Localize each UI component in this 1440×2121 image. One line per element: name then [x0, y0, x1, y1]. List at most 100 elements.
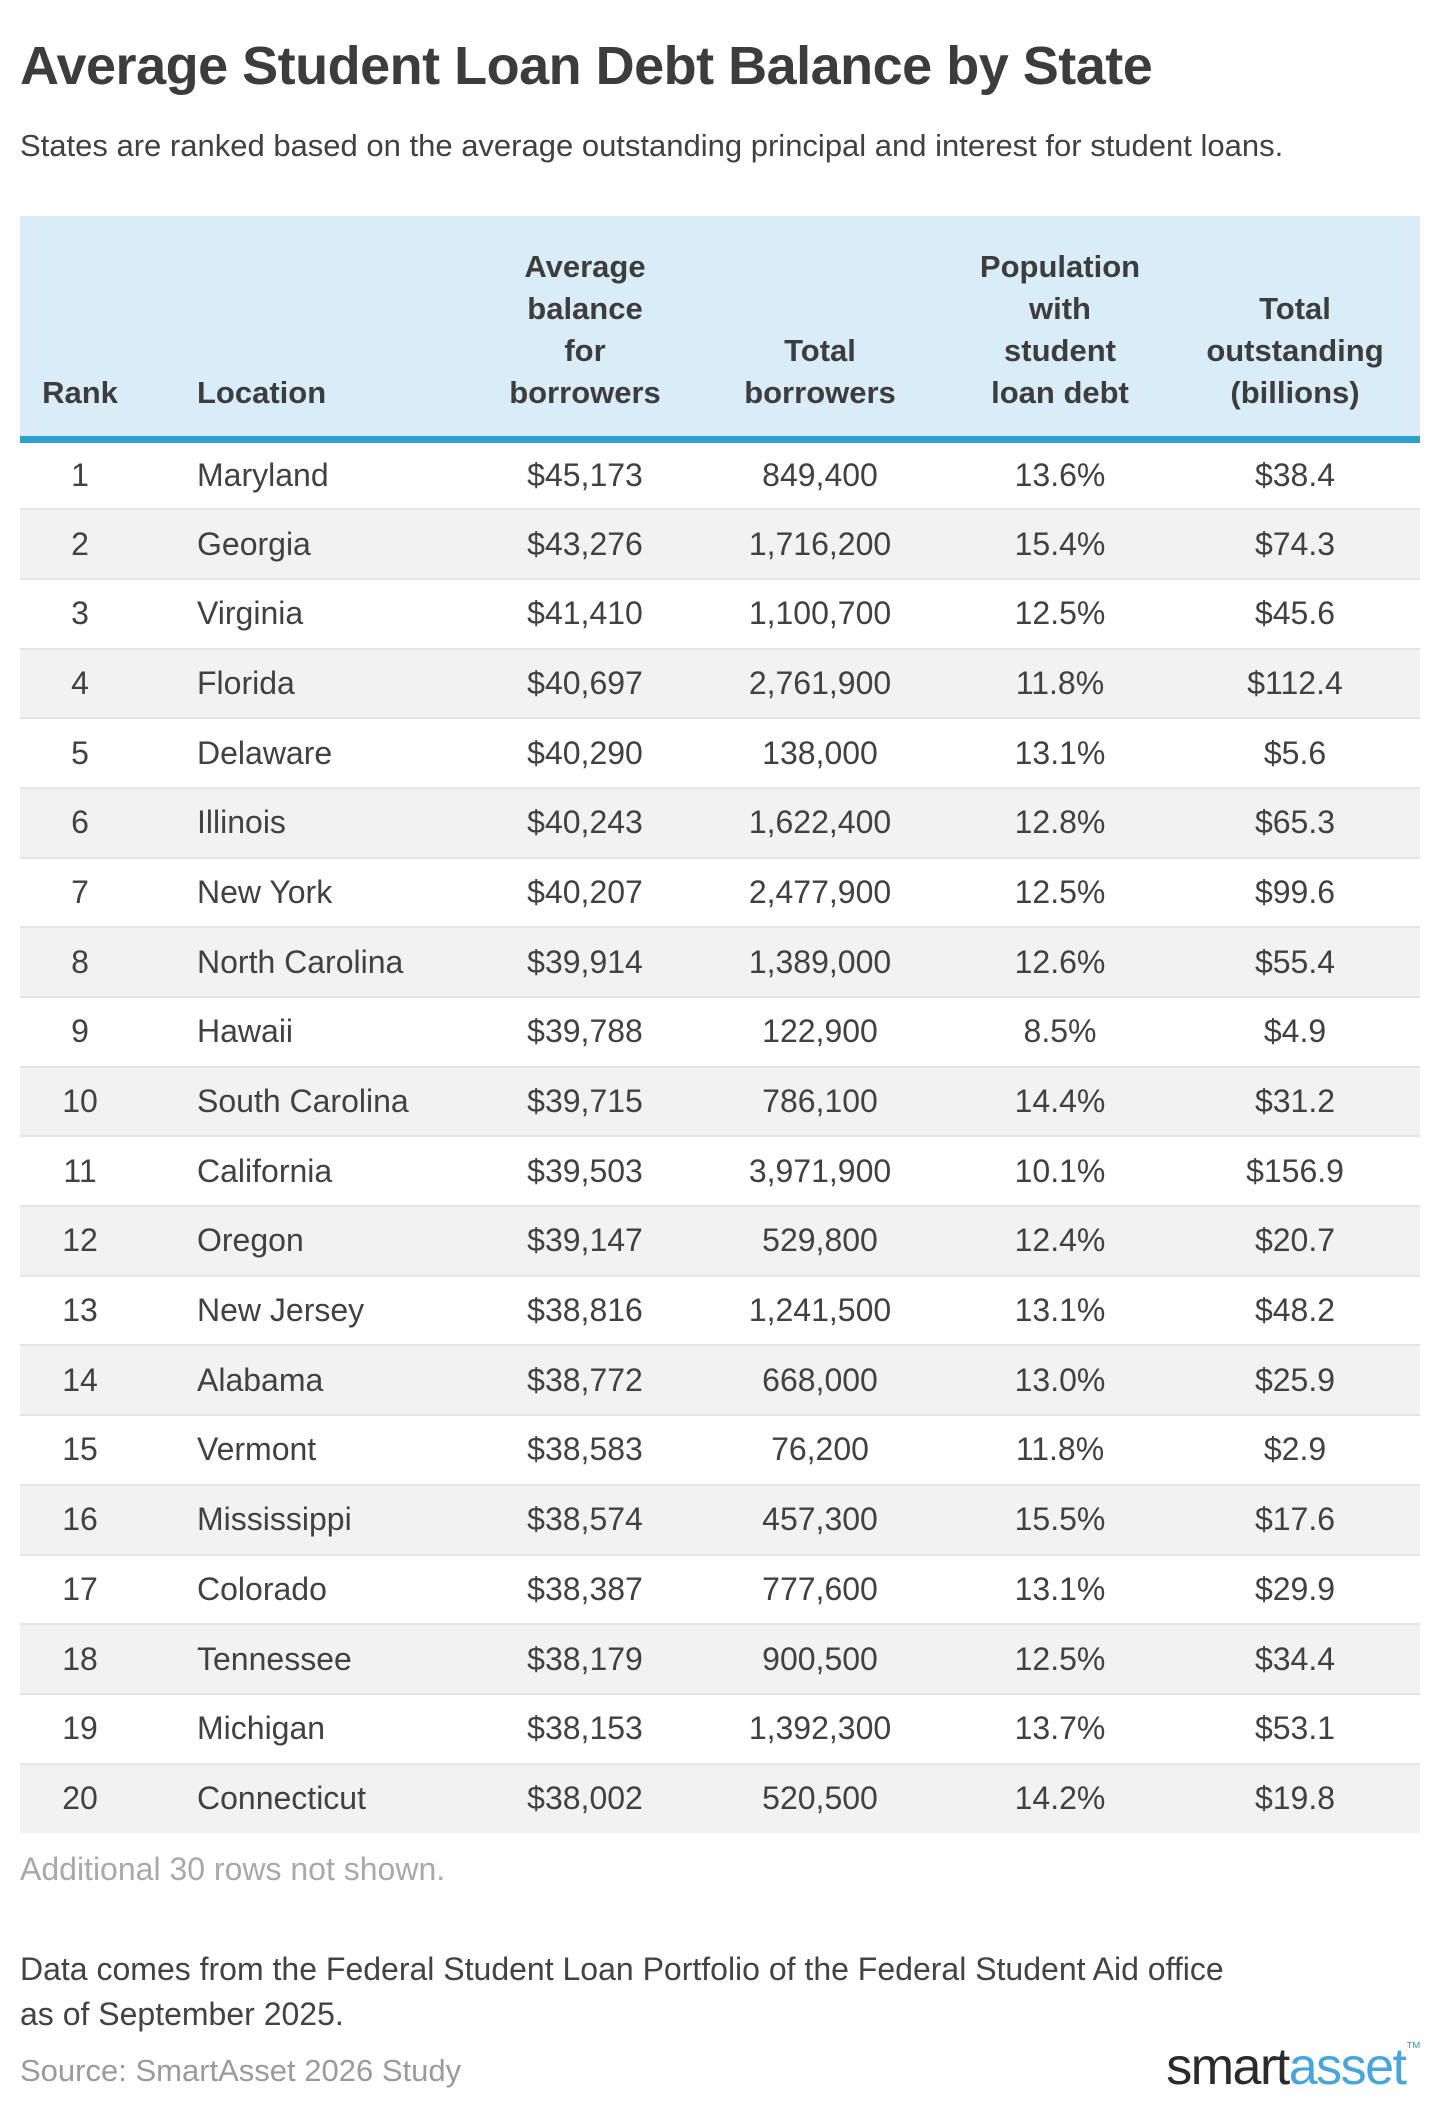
cell-avg-balance: $39,147 [480, 1205, 690, 1276]
header-population-pct: Population with student loan debt [950, 216, 1170, 443]
table-header-row: Rank Location Average balance for borrow… [20, 216, 1420, 443]
cell-total-outstanding: $29.9 [1170, 1553, 1420, 1625]
cell-avg-balance: $38,574 [480, 1483, 690, 1555]
cell-total-borrowers: 1,716,200 [690, 508, 950, 579]
data-source-note: Data comes from the Federal Student Loan… [20, 1951, 1224, 2033]
table-body: 1 Maryland $45,173 849,400 13.6% $38.4 2… [20, 440, 1420, 1834]
cell-population-pct: 13.1% [950, 1553, 1170, 1625]
cell-rank: 15 [20, 1414, 140, 1485]
cell-total-borrowers: 138,000 [690, 717, 950, 788]
table-row: 15 Vermont $38,583 76,200 11.8% $2.9 [20, 1414, 1420, 1485]
cell-avg-balance: $40,207 [480, 856, 690, 928]
cell-location: Alabama [140, 1344, 480, 1416]
table-row: 3 Virginia $41,410 1,100,700 12.5% $45.6 [20, 577, 1420, 649]
table-row: 16 Mississippi $38,574 457,300 15.5% $17… [20, 1483, 1420, 1555]
header-location: Location [140, 216, 480, 443]
table-row: 14 Alabama $38,772 668,000 13.0% $25.9 [20, 1344, 1420, 1416]
cell-location: Florida [140, 647, 480, 719]
cell-population-pct: 15.4% [950, 508, 1170, 579]
cell-avg-balance: $45,173 [527, 457, 643, 494]
smartasset-logo: smartasset™ [1166, 2038, 1421, 2097]
cell-rank: 2 [20, 508, 140, 579]
cell-total-outstanding: $19.8 [1170, 1762, 1420, 1834]
loan-debt-table: Rank Location Average balance for borrow… [20, 216, 1420, 1834]
cell-avg-balance: $39,715 [480, 1065, 690, 1137]
cell-total-outstanding: $45.6 [1170, 577, 1420, 649]
source-credit: Source: SmartAsset 2026 Study [20, 2053, 462, 2089]
cell-rank: 20 [20, 1762, 140, 1834]
table-row: 18 Tennessee $38,179 900,500 12.5% $34.4 [20, 1623, 1420, 1694]
cell-rank: 10 [20, 1065, 140, 1137]
cell-location: Oregon [140, 1205, 480, 1276]
cell-population-pct: 11.8% [950, 1414, 1170, 1485]
cell-total-borrowers: 1,241,500 [690, 1274, 950, 1346]
cell-population-pct: 12.5% [950, 577, 1170, 649]
cell-avg-balance: $40,243 [480, 786, 690, 858]
cell-avg-balance: $38,387 [480, 1553, 690, 1625]
cell-total-borrowers: 900,500 [690, 1623, 950, 1694]
cell-rank: 4 [20, 647, 140, 719]
table-row: 10 South Carolina $39,715 786,100 14.4% … [20, 1065, 1420, 1137]
cell-rank: 12 [20, 1205, 140, 1276]
cell-rank: 8 [20, 926, 140, 997]
cell-location: Hawaii [140, 996, 480, 1067]
table-row: 6 Illinois $40,243 1,622,400 12.8% $65.3 [20, 786, 1420, 858]
cell-avg-balance: $39,914 [480, 926, 690, 997]
cell-total-borrowers: 786,100 [690, 1065, 950, 1137]
table-row: 20 Connecticut $38,002 520,500 14.2% $19… [20, 1762, 1420, 1834]
cell-population-pct: 14.2% [950, 1762, 1170, 1834]
cell-total-borrowers: 1,622,400 [690, 786, 950, 858]
cell-location: Georgia [140, 508, 480, 579]
cell-total-borrowers: 1,392,300 [690, 1692, 950, 1764]
table-header: Rank Location Average balance for borrow… [20, 216, 1420, 443]
logo-asset-text: asset [1288, 2038, 1407, 2097]
cell-population-pct: 13.7% [950, 1692, 1170, 1764]
cell-total-outstanding: $156.9 [1170, 1135, 1420, 1207]
table-row: 8 North Carolina $39,914 1,389,000 12.6%… [20, 926, 1420, 997]
cell-total-outstanding: $65.3 [1170, 786, 1420, 858]
header-rank: Rank [20, 216, 140, 443]
table-row: 1 Maryland $45,173 849,400 13.6% $38.4 [20, 440, 1420, 510]
cell-location: New York [140, 856, 480, 928]
cell-total-outstanding: $17.6 [1170, 1483, 1420, 1555]
logo-smart-text: smart [1166, 2038, 1290, 2097]
cell-location: Illinois [140, 786, 480, 858]
cell-population-pct: 13.6% [1014, 457, 1106, 494]
cell-location: Colorado [140, 1553, 480, 1625]
cell-total-outstanding: $20.7 [1170, 1205, 1420, 1276]
cell-population-pct: 13.1% [950, 1274, 1170, 1346]
cell-location: California [140, 1135, 480, 1207]
table-row: 7 New York $40,207 2,477,900 12.5% $99.6 [20, 856, 1420, 928]
cell-location: Vermont [140, 1414, 480, 1485]
cell-total-outstanding: $25.9 [1170, 1344, 1420, 1416]
cell-population-pct: 12.4% [950, 1205, 1170, 1276]
cell-rank: 7 [20, 856, 140, 928]
cell-population-pct: 10.1% [950, 1135, 1170, 1207]
cell-population-pct: 13.1% [950, 717, 1170, 788]
table-row: 12 Oregon $39,147 529,800 12.4% $20.7 [20, 1205, 1420, 1276]
cell-total-outstanding: $99.6 [1170, 856, 1420, 928]
cell-avg-balance: $38,583 [480, 1414, 690, 1485]
cell-rank: 13 [20, 1274, 140, 1346]
cell-total-borrowers: 1,100,700 [690, 577, 950, 649]
cell-total-outstanding: $4.9 [1170, 996, 1420, 1067]
cell-total-borrowers: 457,300 [690, 1483, 950, 1555]
cell-rank: 18 [20, 1623, 140, 1694]
cell-avg-balance: $39,788 [480, 996, 690, 1067]
cell-location: Virginia [140, 577, 480, 649]
additional-rows-note: Additional 30 rows not shown. [20, 1851, 446, 1888]
cell-avg-balance: $41,410 [480, 577, 690, 649]
table-row: 13 New Jersey $38,816 1,241,500 13.1% $4… [20, 1274, 1420, 1346]
table-row: 4 Florida $40,697 2,761,900 11.8% $112.4 [20, 647, 1420, 719]
cell-avg-balance: $40,697 [480, 647, 690, 719]
cell-rank: 11 [20, 1135, 140, 1207]
table-row: 19 Michigan $38,153 1,392,300 13.7% $53.… [20, 1692, 1420, 1764]
cell-rank: 5 [20, 717, 140, 788]
cell-avg-balance: $40,290 [480, 717, 690, 788]
cell-total-borrowers: 849,400 [762, 457, 878, 494]
cell-location: Delaware [140, 717, 480, 788]
cell-total-outstanding: $112.4 [1170, 647, 1420, 719]
cell-avg-balance: $38,002 [480, 1762, 690, 1834]
cell-rank: 16 [20, 1483, 140, 1555]
cell-rank: 17 [20, 1553, 140, 1625]
